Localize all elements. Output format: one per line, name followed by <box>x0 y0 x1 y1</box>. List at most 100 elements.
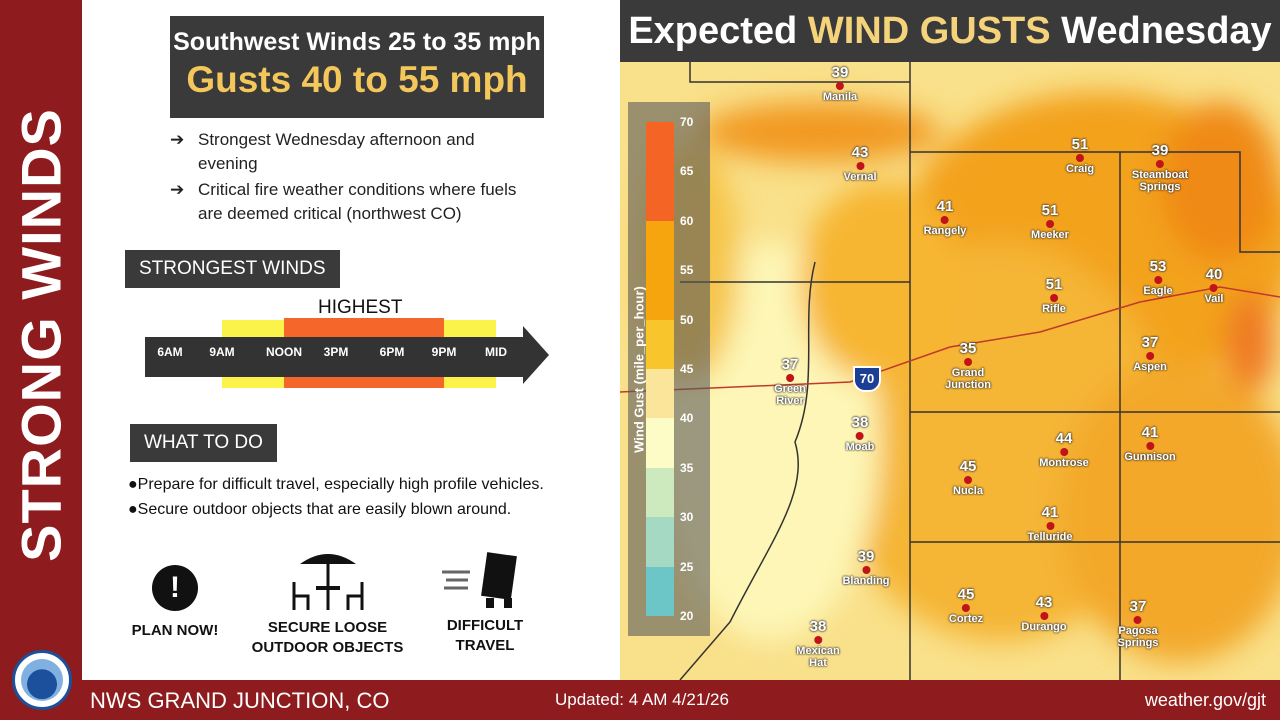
legend-bin <box>646 566 674 616</box>
city-marker: 38 Moab <box>846 414 875 453</box>
gust-value: 51 <box>1045 276 1063 293</box>
city-marker: 45 Cortez <box>949 586 983 625</box>
gust-value: 37 <box>1129 598 1147 615</box>
secure-objects: SECURE LOOSE OUTDOOR OBJECTS <box>250 548 405 658</box>
city-marker: 35 Grand Junction <box>945 340 991 391</box>
timeline-arrow-icon <box>523 326 549 384</box>
bullet: ➔ Strongest Wednesday afternoon and evenin… <box>170 130 475 173</box>
plan-now: ! PLAN NOW! <box>120 565 230 641</box>
website-link[interactable]: weather.gov/gjt <box>1144 690 1266 710</box>
gust-value: 41 <box>1041 504 1059 521</box>
city-dot-icon <box>1039 612 1048 620</box>
gust-value: 51 <box>1041 202 1059 219</box>
city-marker: 39 Steamboat Springs <box>1132 142 1188 193</box>
city-marker: 44 Montrose <box>1039 430 1089 469</box>
city-dot-icon <box>1076 154 1084 162</box>
timeline-tick: NOON <box>266 345 302 359</box>
city-name: Cortez <box>948 613 984 625</box>
city-name: Craig <box>1065 163 1095 175</box>
city-dot-icon <box>855 432 864 440</box>
city-name: Aspen <box>1133 361 1167 373</box>
timeline-tick: MID <box>485 345 507 359</box>
gust-value: 39 <box>857 548 875 565</box>
sidebar: STRONG WINDS <box>0 0 82 680</box>
city-name: Rifle <box>1042 303 1066 315</box>
legend-tick: 50 <box>680 312 694 327</box>
legend-tick: 20 <box>680 609 694 623</box>
legend-tick: 40 <box>680 411 694 426</box>
city-dot-icon <box>1145 442 1154 450</box>
gust-value: 45 <box>959 458 977 475</box>
city-dot-icon <box>856 162 864 170</box>
legend-tick: 30 <box>680 510 694 525</box>
timeline-tick: 3PM <box>323 345 349 359</box>
city-name: Durango <box>1021 621 1067 633</box>
wind-gust-map: 70 Wind Gust (mile_per_hour) 70 65 60 55 50 45… <box>620 62 1280 680</box>
timeline-tick: 9AM <box>209 345 235 359</box>
legend-tick: 65 <box>680 164 694 179</box>
legend-bin <box>646 369 674 419</box>
city-name: Green River <box>774 383 806 407</box>
timeline-bar <box>145 337 525 377</box>
gust-value: 39 <box>1151 142 1169 159</box>
city-marker: 51 Rifle <box>1042 276 1066 315</box>
gust-value: 41 <box>1141 424 1159 441</box>
city-dot-icon <box>862 566 870 574</box>
truck-wind-icon <box>442 552 517 608</box>
gust-value: 41 <box>936 198 954 215</box>
legend-tick: 35 <box>680 460 694 475</box>
city-dot-icon <box>940 216 949 224</box>
city-dot-icon <box>964 358 972 366</box>
legend-bin <box>646 418 674 468</box>
gust-value: 53 <box>1149 258 1167 275</box>
city-name: Moab <box>845 441 875 453</box>
city-marker: 37 Aspen <box>1133 334 1167 373</box>
highest-label: HIGHEST <box>318 297 403 318</box>
gust-value: 39 <box>831 64 849 81</box>
city-marker: 53 Eagle <box>1143 258 1172 297</box>
difficult-travel: DIFFICULT TRAVEL <box>430 550 540 656</box>
city-dot-icon <box>964 476 972 484</box>
city-dot-icon <box>785 374 794 382</box>
gust-value: 38 <box>851 414 869 431</box>
updated-time: Updated: 4 AM 4/21/26 <box>555 690 729 709</box>
sidebar-title: STRONG WINDS <box>9 108 73 562</box>
map-legend: Wind Gust (mile_per_hour) 70 65 60 55 50 45 40 3… <box>628 102 710 636</box>
city-dot-icon <box>1045 220 1054 228</box>
city-marker: 41 Telluride <box>1027 504 1072 543</box>
city-marker: 51 Meeker <box>1031 202 1069 241</box>
city-name: Steamboat Springs <box>1131 169 1189 193</box>
patio-table-icon <box>292 554 363 610</box>
arrow-right-icon: ➔ <box>170 130 185 149</box>
city-name: Meeker <box>1031 229 1069 241</box>
map-title: Expected WIND GUSTS Wednesday <box>620 0 1280 62</box>
timeline-tick: 6AM <box>157 345 183 359</box>
action-item: ●Prepare for difficult travel, especiall… <box>128 476 544 493</box>
legend-tick: 60 <box>680 213 694 228</box>
city-marker: 37 Green River <box>774 356 806 407</box>
action-item: ●Secure outdoor objects that are easily … <box>128 501 512 518</box>
what-to-do-label: WHAT TO DO <box>130 424 277 462</box>
city-name: Gunnison <box>1124 451 1176 463</box>
headline-gusts: Gusts 40 to 55 mph <box>186 59 528 100</box>
headline-box: Southwest Winds 25 to 35 mph Gusts 40 to… <box>170 16 544 118</box>
legend-bin <box>646 122 674 221</box>
city-name: Eagle <box>1143 285 1173 297</box>
legend-tick: 25 <box>680 559 694 574</box>
bullet: ➔ Critical fire weather conditions where … <box>170 180 517 223</box>
legend-tick: 45 <box>680 362 694 376</box>
city-marker: 41 Rangely <box>924 198 967 237</box>
city-marker: 40 Vail <box>1205 266 1224 305</box>
city-marker: 43 Vernal <box>843 144 876 183</box>
city-name: Telluride <box>1027 531 1073 543</box>
gust-value: 45 <box>957 586 975 603</box>
exclamation-icon: ! <box>152 565 198 611</box>
gust-value: 51 <box>1071 136 1089 153</box>
city-dot-icon <box>835 82 844 90</box>
timeline-tick: 6PM <box>379 345 405 359</box>
city-name: Blanding <box>842 575 890 587</box>
gust-value: 35 <box>959 340 977 357</box>
city-marker: 39 Blanding <box>842 548 889 587</box>
city-dot-icon <box>1210 284 1218 292</box>
city-name: Montrose <box>1039 457 1089 469</box>
